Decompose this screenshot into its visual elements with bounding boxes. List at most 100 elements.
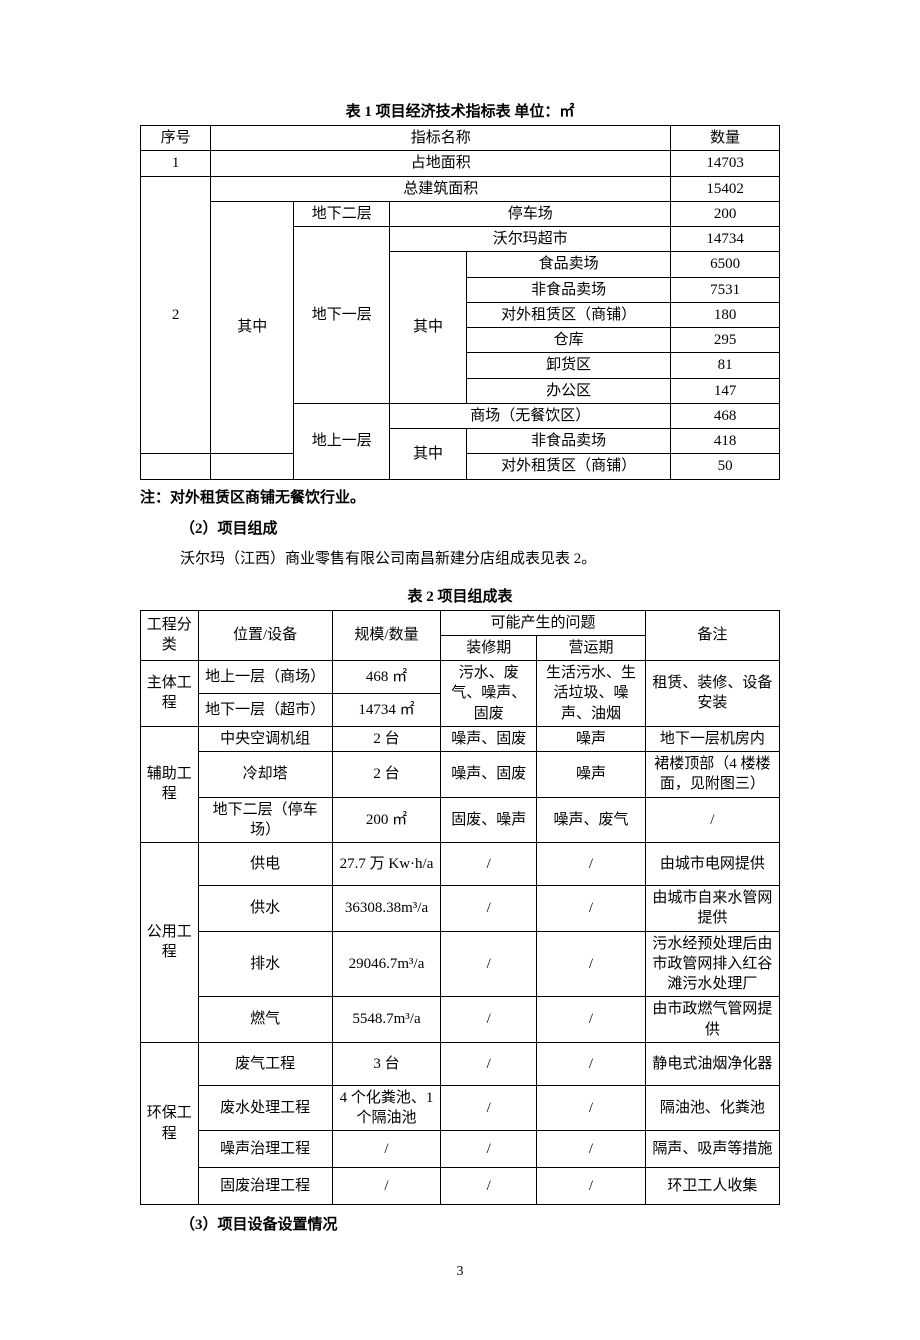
table-row: 噪声治理工程 / / / 隔声、吸声等措施: [141, 1131, 780, 1168]
table-row: 废水处理工程 4 个化粪池、1 个隔油池 / / 隔油池、化粪池: [141, 1085, 780, 1131]
cell: 27.7 万 Kw·h/a: [332, 843, 441, 886]
cell: 停车场: [390, 201, 671, 226]
table-row: 序号 指标名称 数量: [141, 126, 780, 151]
cell: 295: [671, 328, 780, 353]
cell: 废水处理工程: [198, 1085, 332, 1131]
th-name: 指标名称: [211, 126, 671, 151]
cell: 2: [141, 176, 211, 454]
cell: /: [537, 1168, 646, 1205]
cell: 静电式油烟净化器: [645, 1042, 779, 1085]
table-row: 固废治理工程 / / / 环卫工人收集: [141, 1168, 780, 1205]
cell: /: [441, 1085, 537, 1131]
cell: 污水经预处理后由市政管网排入红谷滩污水处理厂: [645, 931, 779, 997]
cell: 50: [671, 454, 780, 479]
cell: 200: [671, 201, 780, 226]
cell: 裙楼顶部（4 楼楼面，见附图三）: [645, 752, 779, 798]
section2-text: 沃尔玛（江西）商业零售有限公司南昌新建分店组成表见表 2。: [180, 546, 780, 573]
cell: 29046.7m³/a: [332, 931, 441, 997]
cell: 办公区: [466, 378, 670, 403]
cell: 418: [671, 429, 780, 454]
table-row: 供水 36308.38m³/a / / 由城市自来水管网提供: [141, 886, 780, 932]
cell: 由城市自来水管网提供: [645, 886, 779, 932]
cell: 地上一层: [294, 403, 390, 479]
cell: /: [441, 1042, 537, 1085]
th: 备注: [645, 610, 779, 661]
cell: 商场（无餐饮区）: [390, 403, 671, 428]
cell: 地下二层: [294, 201, 390, 226]
cell: 环保工程: [141, 1042, 199, 1205]
cell: /: [537, 997, 646, 1043]
th: 工程分类: [141, 610, 199, 661]
cell: 其中: [390, 429, 467, 480]
cell: 对外租赁区（商铺）: [466, 302, 670, 327]
table2-title: 表 2 项目组成表: [140, 585, 780, 606]
cell: 生活污水、生活垃圾、噪声、油烟: [537, 661, 646, 727]
cell: 噪声治理工程: [198, 1131, 332, 1168]
table-row: 燃气 5548.7m³/a / / 由市政燃气管网提供: [141, 997, 780, 1043]
cell: 非食品卖场: [466, 277, 670, 302]
cell: 噪声、废气: [537, 797, 646, 843]
cell: 7531: [671, 277, 780, 302]
section3-heading: （3）项目设备设置情况: [180, 1213, 780, 1234]
cell: 公用工程: [141, 843, 199, 1043]
table-row: 2 总建筑面积 15402: [141, 176, 780, 201]
cell: 噪声、固废: [441, 726, 537, 751]
cell: /: [537, 931, 646, 997]
table1: 序号 指标名称 数量 1 占地面积 14703 2 总建筑面积 15402 其中…: [140, 125, 780, 480]
cell: 供电: [198, 843, 332, 886]
cell: 对外租赁区（商铺）: [466, 454, 670, 479]
table1-note: 注：对外租赁区商铺无餐饮行业。: [140, 486, 780, 507]
cell: /: [537, 1131, 646, 1168]
cell: 5548.7m³/a: [332, 997, 441, 1043]
cell: 噪声: [537, 726, 646, 751]
section2-heading: （2）项目组成: [180, 517, 780, 538]
cell: 噪声、固废: [441, 752, 537, 798]
cell: /: [537, 1042, 646, 1085]
cell: 固废、噪声: [441, 797, 537, 843]
cell: /: [332, 1168, 441, 1205]
table-row: 冷却塔 2 台 噪声、固废 噪声 裙楼顶部（4 楼楼面，见附图三）: [141, 752, 780, 798]
table1-title: 表 1 项目经济技术指标表 单位：㎡: [140, 100, 780, 121]
cell: 固废治理工程: [198, 1168, 332, 1205]
cell: 中央空调机组: [198, 726, 332, 751]
cell: 隔声、吸声等措施: [645, 1131, 779, 1168]
cell: /: [645, 797, 779, 843]
cell: /: [441, 1131, 537, 1168]
cell: 180: [671, 302, 780, 327]
cell: 地下二层（停车场）: [198, 797, 332, 843]
cell: 辅助工程: [141, 726, 199, 842]
cell: 2 台: [332, 752, 441, 798]
table-row: 公用工程 供电 27.7 万 Kw·h/a / / 由城市电网提供: [141, 843, 780, 886]
cell: 其中: [390, 252, 467, 404]
cell: 3 台: [332, 1042, 441, 1085]
table-row: 排水 29046.7m³/a / / 污水经预处理后由市政管网排入红谷滩污水处理…: [141, 931, 780, 997]
cell: 其中: [211, 201, 294, 454]
cell: 地下一层机房内: [645, 726, 779, 751]
cell: /: [441, 1168, 537, 1205]
cell: 租赁、装修、设备安装: [645, 661, 779, 727]
cell: 147: [671, 378, 780, 403]
cell: 燃气: [198, 997, 332, 1043]
cell: 地下一层: [294, 227, 390, 404]
th: 位置/设备: [198, 610, 332, 661]
cell: 14734: [671, 227, 780, 252]
th: 可能产生的问题: [441, 610, 645, 635]
cell: 主体工程: [141, 661, 199, 727]
cell: 地下一层（超市）: [198, 693, 332, 726]
cell: 食品卖场: [466, 252, 670, 277]
cell: 4 个化粪池、1 个隔油池: [332, 1085, 441, 1131]
table-row: 辅助工程 中央空调机组 2 台 噪声、固废 噪声 地下一层机房内: [141, 726, 780, 751]
cell: 沃尔玛超市: [390, 227, 671, 252]
cell: 14703: [671, 151, 780, 176]
cell: 卸货区: [466, 353, 670, 378]
cell: /: [441, 931, 537, 997]
cell: 36308.38m³/a: [332, 886, 441, 932]
table-row: 其中 地下二层 停车场 200: [141, 201, 780, 226]
table-row: 地下二层（停车场） 200 ㎡ 固废、噪声 噪声、废气 /: [141, 797, 780, 843]
th: 规模/数量: [332, 610, 441, 661]
cell: 14734 ㎡: [332, 693, 441, 726]
cell: 排水: [198, 931, 332, 997]
cell: 地上一层（商场）: [198, 661, 332, 694]
cell: 81: [671, 353, 780, 378]
table-row: 工程分类 位置/设备 规模/数量 可能产生的问题 备注: [141, 610, 780, 635]
